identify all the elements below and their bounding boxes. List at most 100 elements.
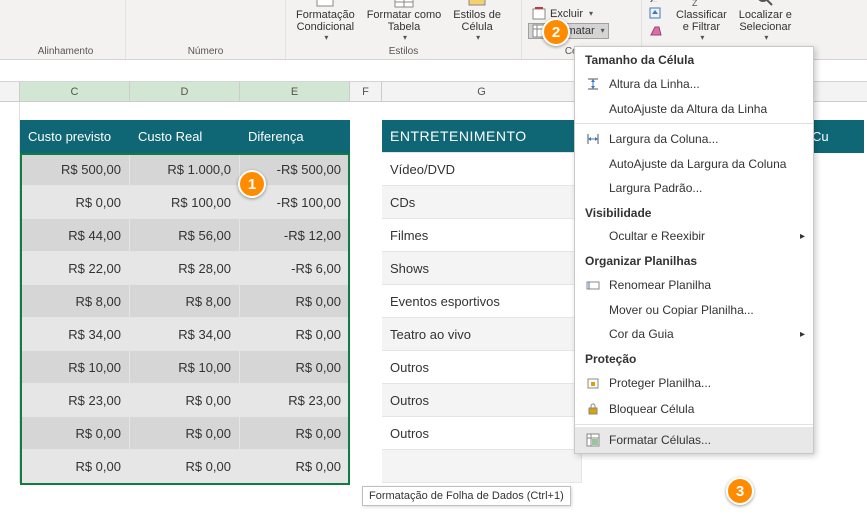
cell[interactable]: R$ 28,00: [130, 252, 240, 285]
sort-filter-button[interactable]: AZ Classificar e Filtrar▾: [672, 0, 731, 44]
dropdown-section-title: Tamanho da Célula: [575, 47, 813, 71]
fill-icon[interactable]: [648, 6, 662, 23]
cell[interactable]: R$ 0,00: [240, 450, 350, 483]
chevron-down-icon: ▾: [589, 9, 593, 18]
ribbon-group-numero: Número: [126, 0, 286, 59]
svg-text:Z: Z: [692, 0, 698, 8]
chevron-down-icon: ▾: [403, 33, 407, 42]
dropdown-section-title: Proteção: [575, 346, 813, 370]
callout-badge-1: 1: [238, 170, 266, 198]
cell[interactable]: Eventos esportivos: [382, 285, 582, 318]
cell[interactable]: Vídeo/DVD: [382, 153, 582, 186]
menu-move-copy-sheet[interactable]: Mover ou Copiar Planilha...: [575, 298, 813, 322]
cell[interactable]: R$ 0,00: [20, 417, 130, 450]
svg-text:∑: ∑: [649, 0, 658, 2]
format-cells-icon: [585, 432, 601, 448]
cell[interactable]: R$ 100,00: [130, 186, 240, 219]
conditional-formatting-icon: [314, 0, 336, 9]
ribbon-group-label: Estilos: [292, 44, 515, 57]
cell[interactable]: R$ 0,00: [240, 417, 350, 450]
menu-autofit-column-width[interactable]: AutoAjuste da Largura da Coluna: [575, 152, 813, 176]
chevron-down-icon: ▾: [764, 33, 768, 42]
delete-icon: [532, 7, 546, 21]
row-height-icon: [585, 76, 601, 92]
cell[interactable]: R$ 0,00: [240, 285, 350, 318]
column-header[interactable]: D: [130, 82, 240, 101]
menu-protect-sheet[interactable]: Proteger Planilha...: [575, 370, 813, 396]
cell[interactable]: R$ 0,00: [130, 450, 240, 483]
menu-format-cells[interactable]: Formatar Células...: [575, 427, 813, 453]
cell[interactable]: R$ 8,00: [20, 285, 130, 318]
column-header[interactable]: G: [382, 82, 582, 101]
cell[interactable]: R$ 23,00: [240, 384, 350, 417]
clear-icon[interactable]: [648, 24, 662, 41]
column-width-icon: [585, 131, 601, 147]
cell[interactable]: R$ 8,00: [130, 285, 240, 318]
menu-tab-color[interactable]: Cor da Guia▸: [575, 322, 813, 346]
dropdown-section-title: Visibilidade: [575, 200, 813, 224]
callout-badge-3: 3: [726, 477, 754, 505]
cell[interactable]: Outros: [382, 384, 582, 417]
chevron-right-icon: ▸: [800, 329, 805, 340]
cell[interactable]: R$ 22,00: [20, 252, 130, 285]
cell[interactable]: R$ 34,00: [20, 318, 130, 351]
cell[interactable]: R$ 0,00: [20, 186, 130, 219]
column-header[interactable]: E: [240, 82, 350, 101]
tooltip: Formatação de Folha de Dados (Ctrl+1): [362, 486, 571, 506]
chevron-down-icon: ▾: [601, 26, 605, 35]
menu-hide-unhide[interactable]: Ocultar e Reexibir▸: [575, 224, 813, 248]
cell-styles-button[interactable]: Estilos de Célula▾: [449, 0, 505, 44]
chevron-right-icon: ▸: [800, 231, 805, 242]
cell[interactable]: R$ 0,00: [130, 384, 240, 417]
cell[interactable]: R$ 0,00: [240, 318, 350, 351]
cell[interactable]: -R$ 6,00: [240, 252, 350, 285]
menu-row-height[interactable]: Altura da Linha...: [575, 71, 813, 97]
ribbon-group-estilos: Formatação Condicional▾ Formatar como Ta…: [286, 0, 522, 59]
cell[interactable]: R$ 10,00: [130, 351, 240, 384]
table-header: Diferença: [240, 120, 350, 153]
autosum-icon[interactable]: ∑: [648, 0, 662, 5]
cell[interactable]: Outros: [382, 351, 582, 384]
cell[interactable]: Teatro ao vivo: [382, 318, 582, 351]
cell[interactable]: Outros: [382, 417, 582, 450]
cell[interactable]: R$ 0,00: [20, 450, 130, 483]
menu-default-width[interactable]: Largura Padrão...: [575, 176, 813, 200]
menu-column-width[interactable]: Largura da Coluna...: [575, 126, 813, 152]
table-header: Custo Real: [130, 120, 240, 153]
menu-lock-cell[interactable]: Bloquear Célula: [575, 396, 813, 422]
cell[interactable]: [382, 450, 582, 483]
cell[interactable]: R$ 56,00: [130, 219, 240, 252]
cell[interactable]: R$ 10,00: [20, 351, 130, 384]
cell[interactable]: R$ 1.000,0: [130, 153, 240, 186]
menu-autofit-row-height[interactable]: AutoAjuste da Altura da Linha: [575, 97, 813, 121]
cell[interactable]: Shows: [382, 252, 582, 285]
cell[interactable]: CDs: [382, 186, 582, 219]
delete-cells-button[interactable]: Excluir▾: [528, 6, 609, 22]
section-header: ENTRETENIMENTO: [382, 120, 582, 153]
protect-icon: [585, 375, 601, 391]
cell[interactable]: R$ 44,00: [20, 219, 130, 252]
sort-filter-icon: AZ: [690, 0, 712, 9]
cell[interactable]: R$ 0,00: [240, 351, 350, 384]
column-header[interactable]: F: [350, 82, 382, 101]
conditional-formatting-button[interactable]: Formatação Condicional▾: [292, 0, 359, 44]
rename-icon: [585, 277, 601, 293]
cell[interactable]: R$ 500,00: [20, 153, 130, 186]
cell-styles-icon: [466, 0, 488, 9]
cell[interactable]: R$ 34,00: [130, 318, 240, 351]
menu-rename-sheet[interactable]: Renomear Planilha: [575, 272, 813, 298]
column-header[interactable]: C: [20, 82, 130, 101]
search-icon: [754, 0, 776, 9]
find-select-button[interactable]: Localizar e Selecionar▾: [735, 0, 796, 44]
cell[interactable]: R$ 0,00: [130, 417, 240, 450]
dropdown-section-title: Organizar Planilhas: [575, 248, 813, 272]
format-as-table-button[interactable]: Formatar como Tabela▾: [363, 0, 446, 44]
cell[interactable]: Filmes: [382, 219, 582, 252]
ribbon-group-label: Número: [132, 44, 279, 57]
callout-badge-2: 2: [542, 18, 570, 46]
format-dropdown-menu: Tamanho da Célula Altura da Linha... Aut…: [574, 46, 814, 454]
cell[interactable]: -R$ 12,00: [240, 219, 350, 252]
ribbon-group-alinhamento: Alinhamento: [6, 0, 126, 59]
chevron-down-icon: ▾: [324, 33, 328, 42]
cell[interactable]: R$ 23,00: [20, 384, 130, 417]
